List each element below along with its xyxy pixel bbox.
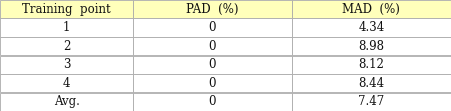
Text: 4: 4 (63, 77, 70, 90)
Bar (133, 0, 292, 19)
Text: 0: 0 (209, 21, 216, 34)
Text: 0: 0 (209, 40, 216, 53)
Bar (0, 56, 133, 74)
Text: 8.12: 8.12 (359, 58, 384, 71)
Bar (292, 92, 451, 111)
Bar (133, 19, 292, 37)
Bar (133, 37, 292, 56)
Text: 0: 0 (209, 58, 216, 71)
Text: 1: 1 (63, 21, 70, 34)
Bar (292, 74, 451, 92)
Bar (292, 56, 451, 74)
Bar (0, 19, 133, 37)
Bar (292, 37, 451, 56)
Text: PAD  (%): PAD (%) (186, 3, 239, 16)
Bar (133, 74, 292, 92)
Text: 8.98: 8.98 (359, 40, 384, 53)
Text: 0: 0 (209, 77, 216, 90)
Bar (133, 56, 292, 74)
Bar (0, 0, 133, 19)
Text: Training  point: Training point (22, 3, 111, 16)
Text: Avg.: Avg. (54, 95, 79, 108)
Bar (292, 0, 451, 19)
Bar (0, 37, 133, 56)
Text: 4.34: 4.34 (358, 21, 385, 34)
Text: MAD  (%): MAD (%) (342, 3, 400, 16)
Text: 0: 0 (209, 95, 216, 108)
Text: 8.44: 8.44 (359, 77, 384, 90)
Bar (133, 92, 292, 111)
Text: 3: 3 (63, 58, 70, 71)
Bar (292, 19, 451, 37)
Bar (0, 74, 133, 92)
Text: 2: 2 (63, 40, 70, 53)
Text: 7.47: 7.47 (358, 95, 385, 108)
Bar (0, 92, 133, 111)
